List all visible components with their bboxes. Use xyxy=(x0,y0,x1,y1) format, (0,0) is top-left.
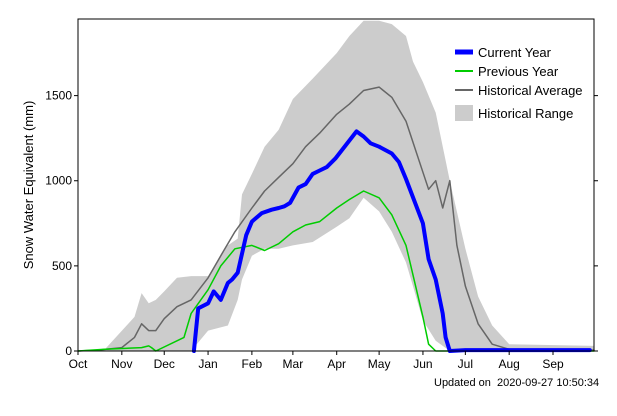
x-tick-label: Oct xyxy=(69,357,88,371)
historical-range-band xyxy=(78,20,594,351)
previous-year-layer xyxy=(77,190,595,352)
updated-timestamp: 2020-09-27 10:50:34 xyxy=(497,377,600,389)
y-tick-label: 1500 xyxy=(45,89,72,103)
x-tick-label: Sep xyxy=(542,357,564,371)
y-tick-label: 0 xyxy=(65,344,72,358)
legend: Current Year Previous Year Historical Aver… xyxy=(455,45,583,121)
x-tick-label: Jun xyxy=(413,357,432,371)
x-tick-label: Jan xyxy=(198,357,217,371)
updated-label: Updated on xyxy=(434,377,491,389)
plot-frame xyxy=(77,18,595,352)
current-year-line xyxy=(191,129,592,353)
legend-label: Previous Year xyxy=(478,64,559,79)
x-tick-label: Feb xyxy=(242,357,263,371)
updated-footer: Updated on 2020-09-27 10:50:34 xyxy=(434,377,599,389)
x-tick-label: Nov xyxy=(111,357,132,371)
historical-average-layer xyxy=(77,86,595,352)
historical-range-layer xyxy=(78,20,594,351)
x-tick-label: Jul xyxy=(458,357,473,371)
y-axis-label: Snow Water Equivalent (mm) xyxy=(21,101,36,270)
y-tick-label: 500 xyxy=(52,259,72,273)
legend-key-historical-range xyxy=(455,105,473,121)
x-tick-label: Dec xyxy=(154,357,175,371)
y-tick-label: 1000 xyxy=(45,174,72,188)
legend-label: Historical Range xyxy=(478,106,573,121)
x-tick-label: Apr xyxy=(327,357,346,371)
current-year-layer xyxy=(191,129,592,353)
x-tick-label: Aug xyxy=(498,357,519,371)
previous-year-line xyxy=(77,190,595,352)
axes-layer: 0 500 1000 1500 Oct Nov Dec Jan Feb Mar Apr May Jun J… xyxy=(45,89,598,371)
legend-label: Current Year xyxy=(478,45,552,60)
x-tick-label: Mar xyxy=(283,357,304,371)
historical-average-line xyxy=(77,86,595,352)
legend-label: Historical Average xyxy=(478,83,583,98)
x-tick-label: May xyxy=(368,357,391,371)
